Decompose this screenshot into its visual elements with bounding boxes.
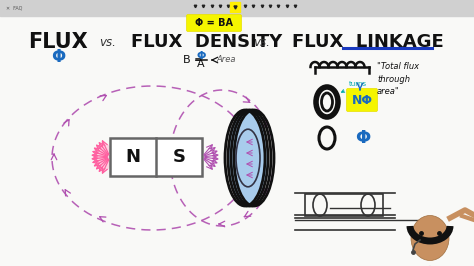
Text: Area: Area: [216, 55, 236, 64]
Ellipse shape: [95, 143, 113, 171]
FancyBboxPatch shape: [346, 89, 377, 111]
Bar: [230, 2, 240, 12]
Text: Φ: Φ: [196, 51, 206, 61]
Text: FLUX  DENSITY: FLUX DENSITY: [131, 33, 283, 51]
Bar: [110, 138, 202, 176]
Text: S: S: [173, 148, 185, 166]
Text: ✕  FAQ: ✕ FAQ: [6, 6, 22, 10]
Text: Φ: Φ: [51, 48, 65, 66]
Text: vs.: vs.: [100, 35, 117, 48]
Text: Φ: Φ: [356, 129, 371, 147]
Text: NΦ: NΦ: [352, 94, 373, 107]
Text: Φ = BA: Φ = BA: [195, 19, 233, 28]
Ellipse shape: [411, 215, 449, 260]
Bar: [305, 194, 383, 216]
Text: vs.: vs.: [254, 35, 271, 48]
Text: N: N: [126, 148, 140, 166]
Text: FLUX: FLUX: [28, 32, 88, 52]
Ellipse shape: [228, 110, 268, 206]
Text: FLUX  LINKAGE: FLUX LINKAGE: [292, 33, 444, 51]
Bar: [0, 0, 474, 16]
Text: "Total flux
through
area": "Total flux through area": [377, 62, 419, 96]
Text: A: A: [197, 59, 205, 69]
FancyBboxPatch shape: [186, 15, 241, 31]
Text: turns: turns: [342, 81, 367, 92]
Text: B =: B =: [183, 55, 203, 65]
